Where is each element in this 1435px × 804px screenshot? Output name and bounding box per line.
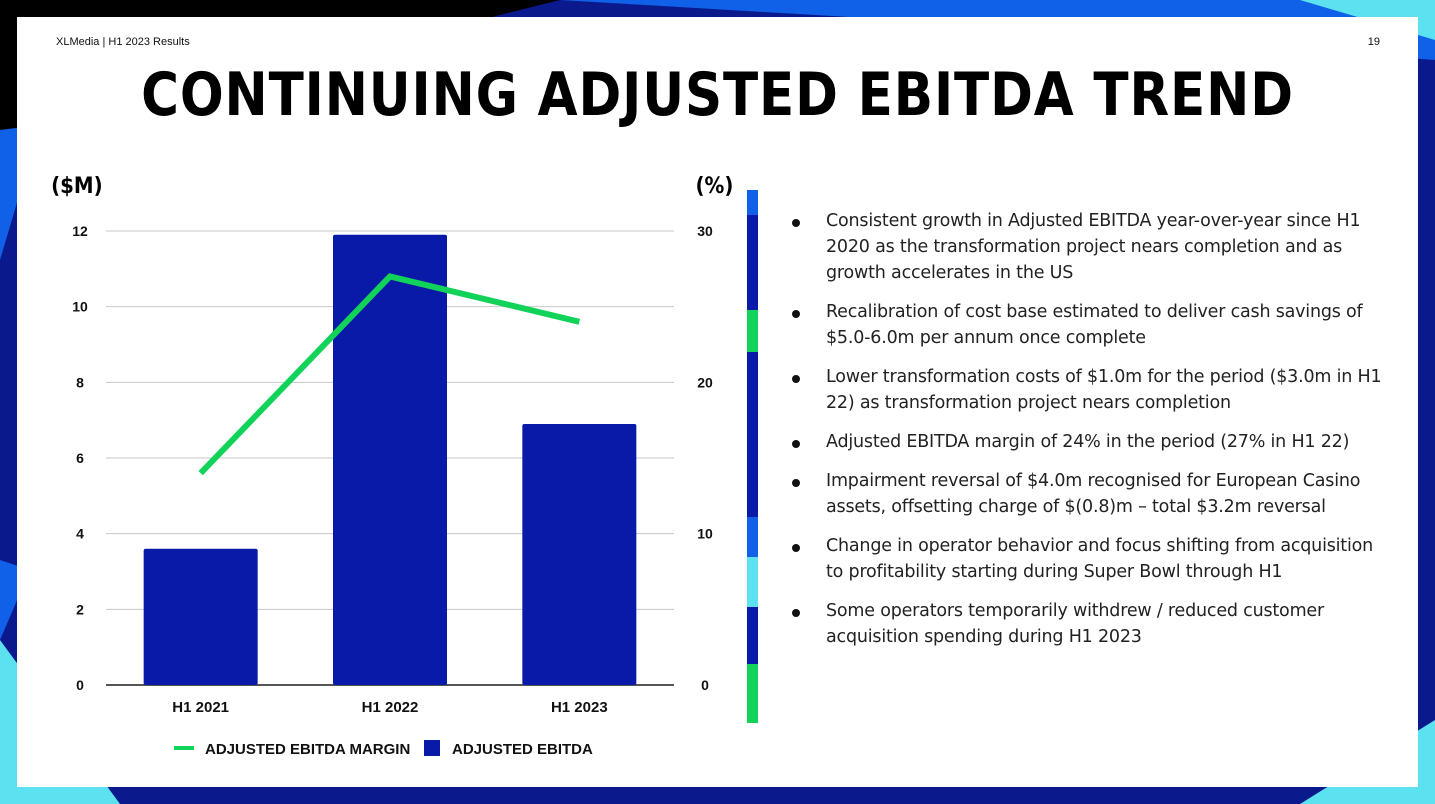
- y-left-tick-label: 0: [76, 677, 84, 693]
- bullet-text: Adjusted EBITDA margin of 24% in the per…: [826, 432, 1350, 452]
- bar-h1-2022: [333, 234, 447, 685]
- bullet-text: Lower transformation costs of $1.0m for …: [826, 367, 1382, 413]
- bullet-text: Recalibration of cost base estimated to …: [826, 302, 1363, 348]
- bullet-dot: [792, 609, 800, 617]
- bullet-dot: [792, 219, 800, 227]
- bullet-list: Consistent growth in Adjusted EBITDA yea…: [789, 208, 1389, 663]
- y-left-tick-label: 4: [76, 526, 84, 542]
- bullet-text: Some operators temporarily withdrew / re…: [826, 601, 1324, 647]
- bullet-text: Impairment reversal of $4.0m recognised …: [826, 471, 1361, 517]
- bullet-dot: [792, 479, 800, 487]
- bullet-dot: [792, 544, 800, 552]
- bar-h1-2021: [143, 548, 258, 685]
- bullet-item: Some operators temporarily withdrew / re…: [789, 598, 1389, 650]
- vertical-divider-bar: [747, 190, 758, 723]
- legend-ebitda-label: ADJUSTED EBITDA: [452, 741, 593, 758]
- y-left-tick-label: 6: [76, 450, 84, 466]
- chart-bars: [143, 234, 637, 685]
- bullet-dot: [792, 375, 800, 383]
- bullet-text: Consistent growth in Adjusted EBITDA yea…: [826, 211, 1361, 283]
- bullet-dot: [792, 310, 800, 318]
- x-tick-label: H1 2022: [362, 699, 419, 716]
- y-left-axis-label: ($M): [51, 173, 103, 198]
- bullet-text: Change in operator behavior and focus sh…: [826, 536, 1374, 582]
- x-tick-label: H1 2021: [172, 699, 229, 716]
- bullet-item: Lower transformation costs of $1.0m for …: [789, 364, 1389, 416]
- header-label: XLMedia | H1 2023 Results: [56, 36, 190, 48]
- bullet-item: Change in operator behavior and focus sh…: [789, 533, 1389, 585]
- y-left-tick-label: 12: [72, 223, 88, 239]
- chart-tick-labels: 0 2 4 6 8 10 12 0 10 20 30 H1 2021 H1 2022 H1 2023: [72, 223, 713, 716]
- y-left-tick-label: 10: [72, 299, 88, 315]
- legend-margin-swatch: [174, 746, 194, 750]
- x-tick-label: H1 2023: [551, 699, 608, 716]
- legend-ebitda-swatch: [424, 740, 440, 756]
- bullet-dot: [792, 440, 800, 448]
- chart-legend: ADJUSTED EBITDA MARGIN ADJUSTED EBITDA: [174, 740, 593, 758]
- ebitda-chart: 0 2 4 6 8 10 12 0 10 20 30 H1 2021 H1 2022 H1 2023 ($…: [51, 173, 734, 758]
- y-right-tick-label: 30: [697, 223, 713, 239]
- y-left-tick-label: 2: [76, 601, 84, 617]
- bullet-item: Impairment reversal of $4.0m recognised …: [789, 468, 1389, 520]
- y-right-axis-label: (%): [696, 173, 734, 198]
- slide-canvas: XLMedia | H1 2023 Results 19 CONTINUING …: [17, 17, 1418, 787]
- bullet-item: Adjusted EBITDA margin of 24% in the per…: [789, 429, 1389, 455]
- y-left-tick-label: 8: [76, 374, 84, 390]
- legend-margin-label: ADJUSTED EBITDA MARGIN: [205, 741, 410, 758]
- bar-h1-2023: [522, 423, 637, 685]
- bullet-item: Consistent growth in Adjusted EBITDA yea…: [789, 208, 1389, 286]
- bullet-item: Recalibration of cost base estimated to …: [789, 299, 1389, 351]
- y-right-tick-label: 20: [697, 374, 713, 390]
- page-number: 19: [1367, 36, 1380, 48]
- slide-title: CONTINUING ADJUSTED EBITDA TREND: [141, 60, 1294, 130]
- chart-margin-line: [198, 273, 581, 476]
- y-right-tick-label: 10: [697, 526, 713, 542]
- y-right-tick-label: 0: [701, 677, 709, 693]
